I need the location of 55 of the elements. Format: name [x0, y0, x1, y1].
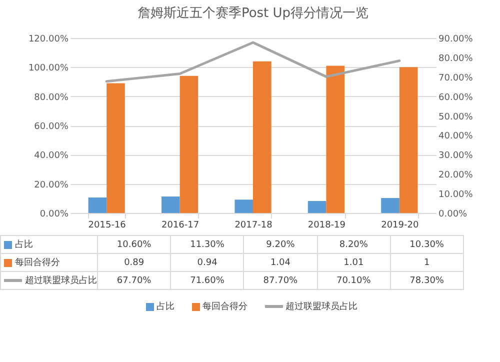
- data-label: 78.30%: [390, 272, 464, 290]
- data-label: 0.94: [170, 254, 244, 272]
- data-label: 10.30%: [390, 236, 464, 254]
- y2-tick-label: 0.00%: [438, 210, 468, 220]
- y2-tick-label: 70.00%: [438, 73, 474, 84]
- bar: [326, 66, 344, 213]
- text: 每回合得分: [202, 302, 248, 312]
- legend-label: 超过联盟球员占比: [25, 276, 97, 286]
- bar: [234, 200, 253, 213]
- legend-label: 占比: [15, 240, 33, 250]
- y-tick-label: 80.00%: [34, 92, 69, 103]
- bar: [381, 198, 400, 213]
- bar: [308, 201, 326, 213]
- bar: [162, 196, 180, 213]
- y2-tick-label: 20.00%: [438, 170, 474, 181]
- y2-tick-label: 40.00%: [438, 132, 474, 142]
- data-label: 67.70%: [98, 272, 171, 290]
- data-label: 1: [390, 254, 464, 272]
- x-tick-label: 2019-20: [381, 220, 419, 230]
- y-tick-label: 40.00%: [34, 151, 69, 162]
- y2-tick-label: 10.00%: [438, 190, 474, 200]
- y2-tick-label: 50.00%: [438, 112, 474, 122]
- x-tick-label: 2017-18: [234, 220, 273, 230]
- x-tick-label: 2015-16: [88, 220, 126, 230]
- y-tick-label: 120.00%: [28, 34, 69, 44]
- data-label: 1.01: [317, 254, 390, 272]
- y-tick-label: 0.00%: [40, 210, 69, 220]
- y-tick-label: 60.00%: [34, 122, 69, 132]
- bar: [106, 83, 125, 213]
- data-label: 11.30%: [170, 236, 244, 254]
- data-label: 1.04: [244, 254, 318, 272]
- bar: [180, 76, 198, 213]
- data-label: 71.60%: [170, 272, 244, 290]
- y2-tick-label: 90.00%: [438, 34, 474, 44]
- data-label: 9.20%: [244, 236, 318, 254]
- data-label: 70.10%: [317, 272, 390, 290]
- line-series: [105, 41, 401, 83]
- y-tick-label: 20.00%: [34, 180, 69, 190]
- data-label: 10.60%: [98, 236, 171, 254]
- data-label: 87.70%: [244, 272, 318, 290]
- chart-title: 詹姆斯近五个赛季Post Up得分情况一览: [137, 5, 369, 21]
- x-tick-label: 2016-17: [161, 220, 200, 230]
- text: 超过联盟球员占比: [286, 302, 358, 312]
- y2-tick-label: 60.00%: [438, 92, 474, 103]
- x-tick-label: 2018-19: [308, 220, 346, 230]
- bar: [88, 198, 107, 213]
- y-tick-label: 100.00%: [28, 64, 69, 74]
- legend-label: 每回合得分: [15, 258, 60, 268]
- bar: [253, 61, 272, 213]
- text: 占比: [156, 302, 174, 312]
- data-label: 8.20%: [317, 236, 390, 254]
- bar: [399, 67, 418, 213]
- y2-tick-label: 30.00%: [438, 151, 474, 162]
- y2-tick-label: 80.00%: [438, 54, 474, 64]
- data-label: 0.89: [98, 254, 171, 272]
